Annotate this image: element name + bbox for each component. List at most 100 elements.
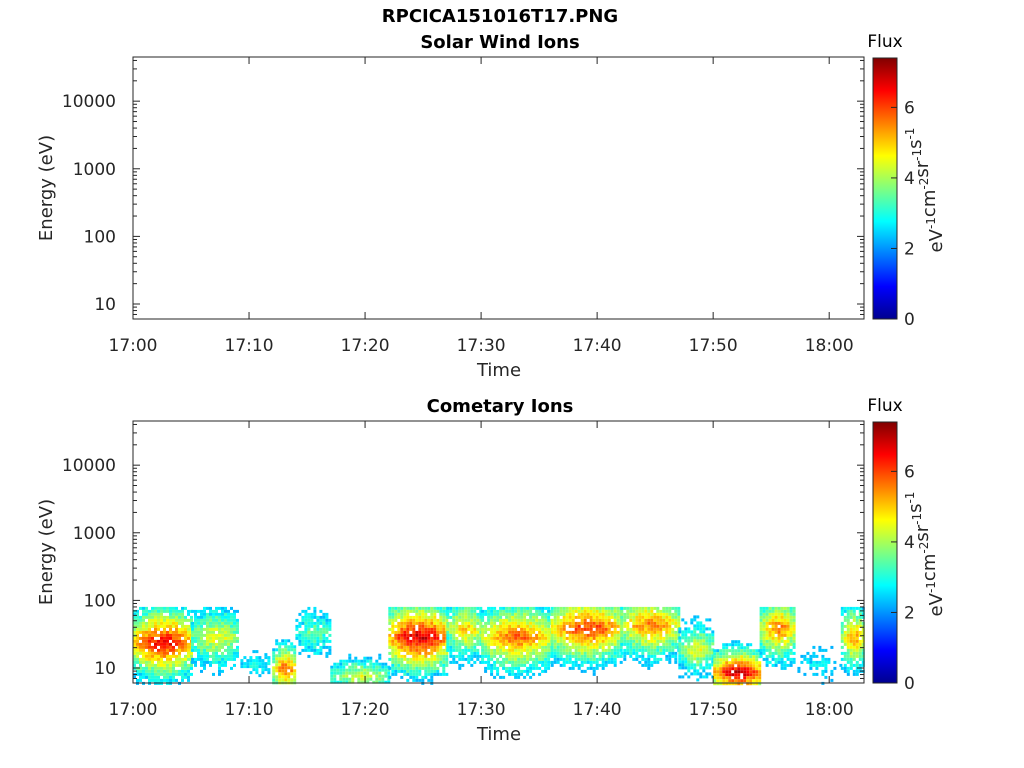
- heatmap-cell: [310, 630, 314, 634]
- heatmap-cell: [517, 660, 521, 664]
- heatmap-cell: [598, 621, 602, 625]
- heatmap-cell: [139, 645, 142, 649]
- heatmap-cell: [307, 633, 311, 637]
- heatmap-cell: [783, 648, 787, 652]
- heatmap-cell: [508, 630, 512, 634]
- heatmap-cell: [470, 615, 474, 619]
- heatmap-cell: [613, 657, 617, 661]
- heatmap-cell: [203, 642, 206, 646]
- heatmap-cell: [148, 663, 151, 667]
- heatmap-cell: [230, 642, 233, 646]
- heatmap-cell: [366, 674, 370, 678]
- heatmap-cell: [598, 606, 602, 610]
- heatmap-cell: [394, 606, 398, 610]
- heatmap-cell: [178, 636, 181, 640]
- heatmap-cell: [696, 621, 700, 625]
- heatmap-cell: [330, 665, 334, 669]
- heatmap-cell: [653, 615, 657, 619]
- heatmap-cell: [406, 639, 410, 643]
- heatmap-cell: [547, 624, 551, 628]
- heatmap-cell: [369, 674, 373, 678]
- heatmap-cell: [330, 680, 334, 684]
- heatmap-cell: [197, 609, 200, 613]
- heatmap-cell: [194, 633, 197, 637]
- heatmap-cell: [538, 636, 542, 640]
- heatmap-cell: [523, 621, 527, 625]
- heatmap-cell: [690, 660, 694, 664]
- heatmap-cell: [187, 666, 190, 670]
- heatmap-cell: [690, 633, 694, 637]
- heatmap-cell: [711, 663, 715, 667]
- heatmap-cell: [846, 651, 850, 655]
- heatmap-cell: [559, 621, 563, 625]
- heatmap-cell: [499, 663, 503, 667]
- heatmap-cell: [442, 615, 446, 619]
- heatmap-cell: [662, 645, 666, 649]
- heatmap-cell: [786, 630, 790, 634]
- heatmap-cell: [650, 645, 654, 649]
- heatmap-cell: [595, 651, 599, 655]
- heatmap-cell: [313, 624, 317, 628]
- heatmap-cell: [662, 606, 666, 610]
- heatmap-cell: [496, 609, 500, 613]
- heatmap-cell: [728, 673, 732, 677]
- heatmap-cell: [452, 612, 456, 616]
- heatmap-cell: [562, 609, 566, 613]
- heatmap-cell: [607, 654, 611, 658]
- heatmap-cell: [800, 660, 804, 664]
- heatmap-cell: [406, 669, 410, 673]
- heatmap-cell: [535, 624, 539, 628]
- heatmap-cell: [696, 639, 700, 643]
- heatmap-cell: [604, 648, 608, 652]
- heatmap-cell: [439, 621, 443, 625]
- heatmap-cell: [574, 645, 578, 649]
- heatmap-cell: [696, 633, 700, 637]
- heatmap-cell: [433, 609, 437, 613]
- heatmap-cell: [200, 669, 203, 673]
- heatmap-cell: [218, 654, 221, 658]
- heatmap-cell: [556, 654, 560, 658]
- heatmap-cell: [403, 657, 407, 661]
- heatmap-cell: [391, 624, 395, 628]
- heatmap-cell: [752, 676, 756, 680]
- heatmap-cell: [427, 651, 431, 655]
- heatmap-cell: [467, 660, 471, 664]
- heatmap-cell: [215, 636, 218, 640]
- heatmap-cell: [526, 624, 530, 628]
- heatmap-cell: [203, 606, 206, 610]
- heatmap-cell: [544, 621, 548, 625]
- heatmap-cell: [502, 645, 506, 649]
- heatmap-cell: [740, 646, 744, 650]
- heatmap-cell: [145, 663, 148, 667]
- heatmap-cell: [310, 633, 314, 637]
- heatmap-cell: [442, 639, 446, 643]
- heatmap-cell: [789, 615, 793, 619]
- heatmap-cell: [762, 642, 766, 646]
- heatmap-cell: [855, 654, 859, 658]
- heatmap-cell: [830, 645, 834, 649]
- heatmap-cell: [319, 618, 323, 622]
- heatmap-cell: [635, 633, 639, 637]
- heatmap-cell: [598, 609, 602, 613]
- heatmap-cell: [452, 606, 456, 610]
- heatmap-cell: [470, 648, 474, 652]
- heatmap-cell: [505, 606, 509, 610]
- heatmap-cell: [458, 642, 462, 646]
- heatmap-cell: [328, 621, 332, 625]
- heatmap-cell: [505, 624, 509, 628]
- heatmap-cell: [635, 630, 639, 634]
- heatmap-cell: [538, 639, 542, 643]
- heatmap-cell: [523, 633, 527, 637]
- heatmap-cell: [538, 633, 542, 637]
- heatmap-cell: [473, 630, 477, 634]
- heatmap-cell: [758, 667, 762, 671]
- heatmap-cell: [400, 630, 404, 634]
- heatmap-cell: [476, 612, 480, 616]
- heatmap-cell: [493, 654, 497, 658]
- heatmap-cell: [758, 682, 762, 686]
- heatmap-cell: [142, 630, 145, 634]
- heatmap-cell: [328, 633, 332, 637]
- heatmap-cell: [668, 627, 672, 631]
